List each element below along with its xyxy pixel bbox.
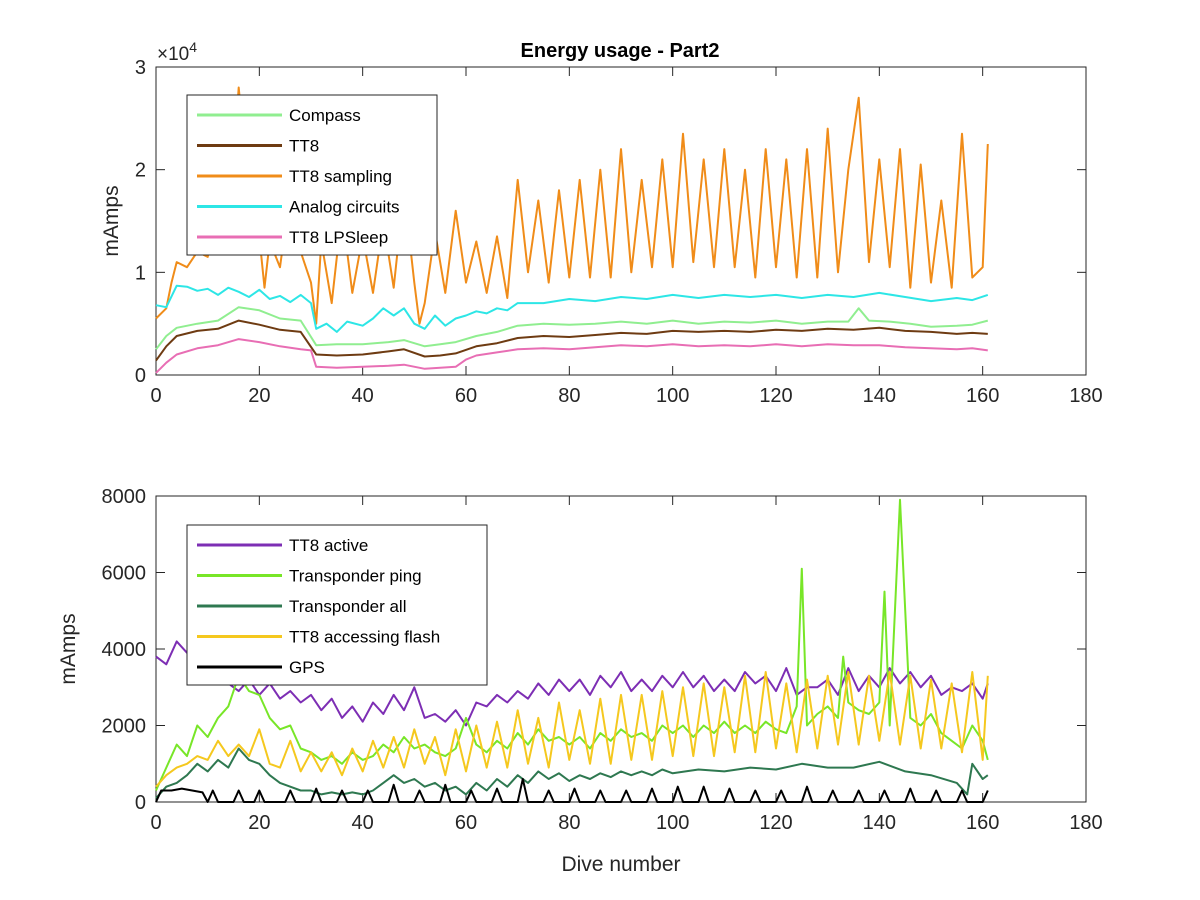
x-tick-label: 100	[656, 812, 689, 834]
series-line-tt8-accessing-flash	[155, 671, 989, 788]
series-line-gps	[155, 778, 989, 803]
x-axis-title: Dive number	[561, 853, 680, 876]
x-tick-label: 80	[558, 385, 580, 407]
y-tick-label: 2	[135, 160, 146, 182]
series-line-analog-circuits	[155, 284, 989, 333]
y-tick-label: 1	[135, 262, 146, 284]
x-tick-label: 140	[863, 385, 896, 407]
series-line-compass	[155, 306, 989, 350]
series-line-tt8	[155, 319, 988, 362]
x-tick-label: 20	[248, 812, 270, 834]
x-tick-label: 40	[352, 812, 374, 834]
legend-label: Transponder all	[289, 597, 407, 616]
y-exponent-label: ×104	[157, 39, 197, 65]
y-tick-label: 6000	[102, 563, 147, 585]
legend-label: GPS	[289, 658, 325, 677]
x-tick-label: 160	[966, 812, 999, 834]
series-line-transponder-all	[155, 747, 989, 799]
x-tick-label: 140	[863, 812, 896, 834]
x-tick-label: 180	[1069, 385, 1102, 407]
y-tick-label: 0	[135, 365, 146, 387]
legend: TT8 active Transponder ping Transponder al…	[186, 524, 488, 686]
x-tick-label: 20	[248, 385, 270, 407]
x-tick-label: 60	[455, 385, 477, 407]
legend-label: TT8 sampling	[289, 167, 392, 186]
legend-label: Compass	[289, 106, 361, 125]
chart-title: Energy usage - Part2	[521, 40, 720, 62]
y-axis-title: mAmps	[100, 185, 123, 256]
y-tick-label: 8000	[102, 486, 147, 508]
series-line-tt8-active	[155, 640, 989, 727]
top-chart-panel: Energy usage - Part2 ×104 0 20 40 60 80 100 12…	[100, 39, 1103, 407]
legend-label: Analog circuits	[289, 198, 400, 217]
x-tick-label: 80	[558, 812, 580, 834]
y-tick-label: 4000	[102, 639, 147, 661]
y-axis-title: mAmps	[57, 613, 80, 684]
x-tick-label: 120	[759, 385, 792, 407]
series-line-tt8-lpsleep	[155, 338, 988, 374]
y-tick-label: 0	[135, 792, 146, 814]
x-tick-label: 100	[656, 385, 689, 407]
legend-label: TT8 LPSleep	[289, 228, 388, 247]
x-tick-label: 180	[1069, 812, 1102, 834]
x-tick-label: 0	[150, 812, 161, 834]
x-tick-label: 40	[352, 385, 374, 407]
legend-label: Transponder ping	[289, 567, 422, 586]
x-tick-label: 160	[966, 385, 999, 407]
bottom-chart-panel: 0 20 40 60 80 100 120 140 160 180 0 2000 4000 6000 800…	[57, 486, 1103, 876]
legend-label: TT8	[289, 137, 319, 156]
legend: Compass TT8 TT8 sampling Analog circuits TT8…	[186, 94, 438, 256]
x-tick-label: 0	[150, 385, 161, 407]
legend-label: TT8 accessing flash	[289, 628, 440, 647]
y-tick-label: 2000	[102, 716, 147, 738]
series-line-transponder-ping	[155, 498, 989, 791]
exponent-power: 4	[189, 39, 197, 55]
y-tick-label: 3	[135, 57, 146, 79]
exponent-base: ×10	[157, 44, 189, 65]
x-tick-label: 60	[455, 812, 477, 834]
x-tick-label: 120	[759, 812, 792, 834]
legend-label: TT8 active	[289, 536, 368, 555]
